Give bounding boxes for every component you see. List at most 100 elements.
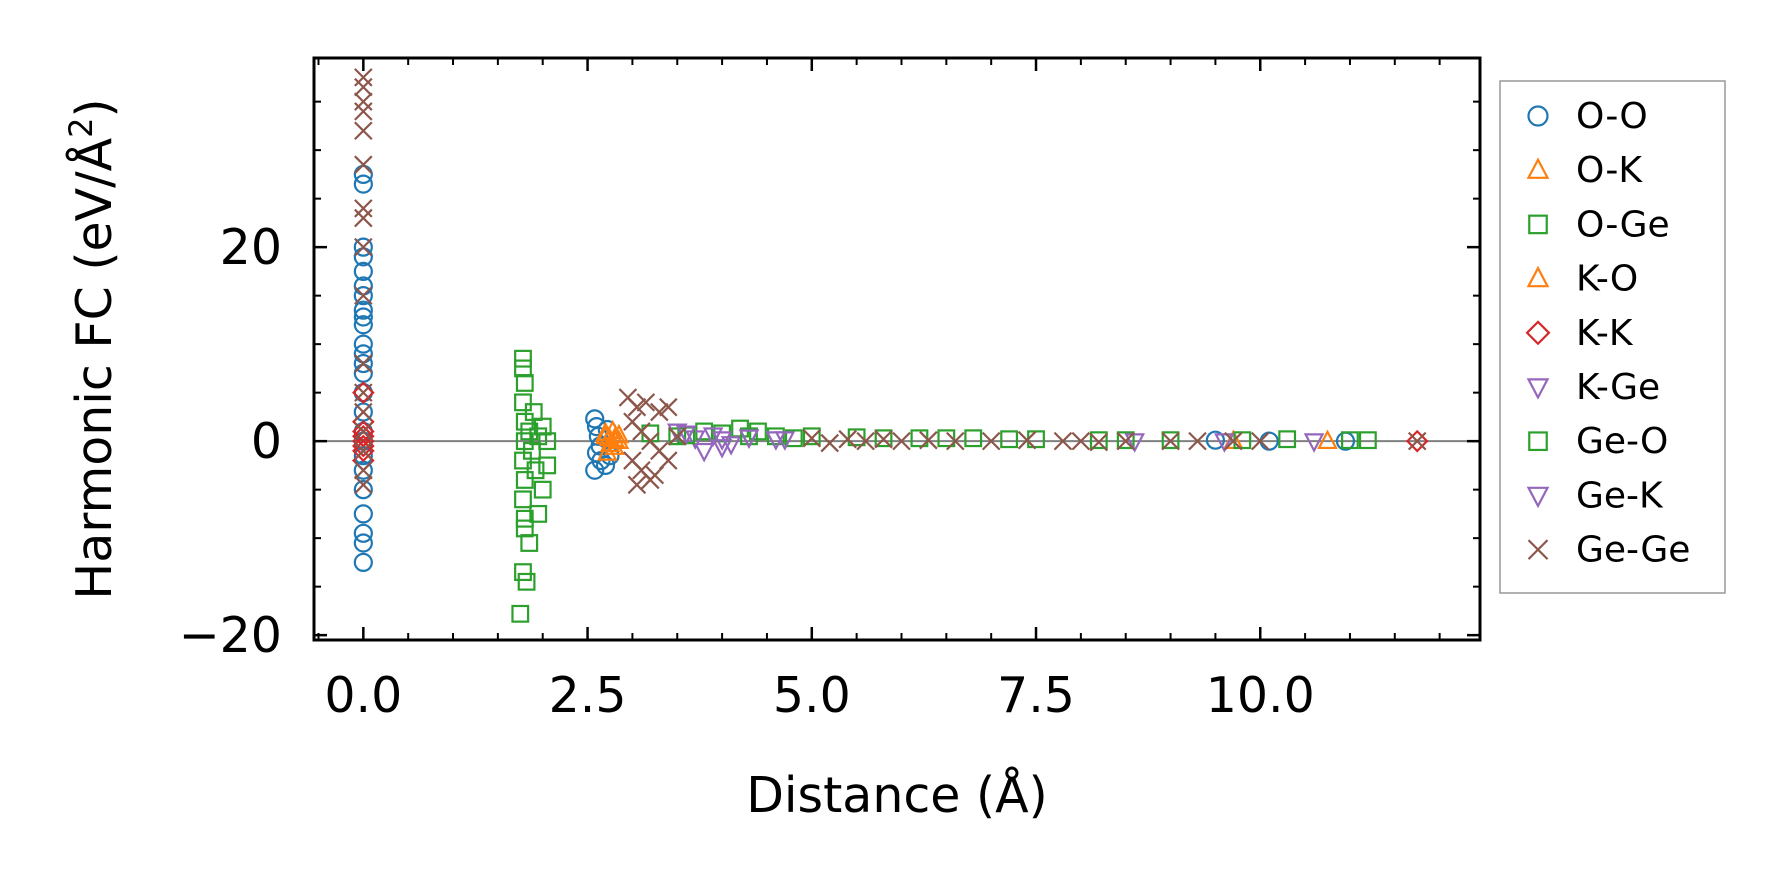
data-point [627,475,647,495]
y-axis-title: Harmonic FC (eV/Å2) [62,98,123,599]
data-point [702,427,724,448]
data-point [354,441,373,461]
data-point [354,460,373,480]
legend: O-O O-K O-Ge K-O K-K K-Ge Ge-O Ge-K Ge-Ge [1499,80,1726,594]
x-tick-label: 7.5 [997,667,1075,724]
data-point [964,429,983,448]
plot-frame [312,56,1482,642]
legend-item-o-ge: O-Ge [1528,204,1670,245]
data-point [354,286,373,305]
y-tick-label: −20 [179,607,282,664]
data-point [353,480,373,500]
data-point [354,155,373,174]
data-point [738,429,760,449]
data-point [354,354,373,373]
data-point [354,121,373,141]
data-point [1124,433,1146,453]
data-point [353,286,373,306]
legend-box [1499,80,1726,594]
data-point [1278,430,1297,449]
data-point [892,431,911,451]
data-point [659,451,678,470]
y-axis-title-main: Harmonic FC (eV/Å [64,137,123,599]
data-point [353,307,373,327]
data-point [802,428,822,448]
data-point [515,471,534,489]
legend-marker [1526,157,1550,179]
data-point [1000,430,1019,449]
data-point [353,504,373,524]
y-axis-title-superscript: 2 [62,117,100,137]
series-ge-k [675,425,1325,459]
x-tick-label: 10.0 [1206,667,1315,724]
data-point [354,237,373,257]
data-point [604,435,625,455]
legend-marker [1525,320,1551,346]
data-point [517,572,536,591]
legend-marker [1526,265,1550,288]
data-point [627,397,647,417]
data-point [1405,429,1429,453]
legend-item-o-k: O-K [1526,150,1643,191]
legend-label: Ge-Ge [1576,530,1690,571]
data-point [1053,431,1073,451]
x-tick-label: 0.0 [324,667,402,724]
legend-marker [1528,214,1548,235]
data-point [1161,431,1180,450]
data-point [740,427,758,446]
data-point [520,422,539,441]
legend-label: O-O [1576,96,1648,137]
data-point [711,439,733,459]
data-point [595,455,616,475]
data-point [1089,431,1108,450]
data-point [515,509,534,528]
data-point [353,552,373,573]
legend-marker [1526,378,1550,400]
data-point [585,409,605,429]
data-point [354,68,373,87]
data-point [354,402,373,422]
data-point [1071,431,1091,451]
data-point [784,429,803,448]
x-tick-label: 5.0 [773,667,851,724]
data-point [354,208,373,228]
data-point [937,429,956,448]
data-point [353,523,373,543]
data-point [1188,431,1207,451]
data-point [874,429,893,449]
data-point [352,381,375,404]
legend-label: Ge-K [1576,475,1664,516]
data-point [520,534,539,552]
data-point [946,431,965,451]
x-axis-title: Distance (Å) [746,765,1048,824]
data-point [354,92,373,111]
legend-marker [1526,486,1550,509]
data-point [514,349,532,368]
data-point [352,434,375,458]
data-point [596,441,618,461]
data-point [667,427,687,446]
data-point [353,174,373,194]
data-point [820,433,840,453]
series-ge-ge [354,68,1427,495]
legend-marker [1528,431,1548,452]
data-point [352,424,375,448]
data-point [1250,431,1270,451]
data-point [874,429,893,448]
data-point [515,374,534,392]
data-point [529,504,548,523]
data-point [919,430,938,450]
data-point [526,461,545,480]
data-point [353,315,373,335]
data-point [650,402,669,422]
data-point [515,412,534,431]
data-point [1341,431,1359,450]
data-point [511,604,530,623]
y-tick-label: 20 [220,219,282,276]
x-tick-label: 2.5 [549,667,627,724]
legend-item-ge-ge: Ge-Ge [1527,530,1690,571]
data-point [354,475,373,495]
data-point [354,199,373,218]
